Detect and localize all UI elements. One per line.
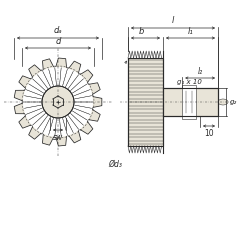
Text: Ød₃: Ød₃ xyxy=(108,160,122,168)
Circle shape xyxy=(23,67,93,137)
Bar xyxy=(163,88,218,116)
Text: g₂: g₂ xyxy=(230,99,237,105)
Text: 10: 10 xyxy=(204,129,214,138)
Text: sw: sw xyxy=(53,133,63,142)
Text: l₂: l₂ xyxy=(198,67,203,76)
Text: dₐ: dₐ xyxy=(54,26,62,35)
Text: d: d xyxy=(55,37,61,46)
Ellipse shape xyxy=(218,99,228,105)
Text: b: b xyxy=(139,27,144,36)
Bar xyxy=(182,85,196,119)
Polygon shape xyxy=(14,58,102,146)
Text: l: l xyxy=(172,16,174,25)
Text: l₁: l₁ xyxy=(188,27,194,36)
Text: g₁ x 10: g₁ x 10 xyxy=(177,79,202,85)
Bar xyxy=(128,58,163,146)
Circle shape xyxy=(42,86,74,118)
